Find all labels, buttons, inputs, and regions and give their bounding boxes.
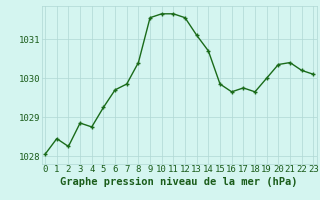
X-axis label: Graphe pression niveau de la mer (hPa): Graphe pression niveau de la mer (hPa) xyxy=(60,177,298,187)
